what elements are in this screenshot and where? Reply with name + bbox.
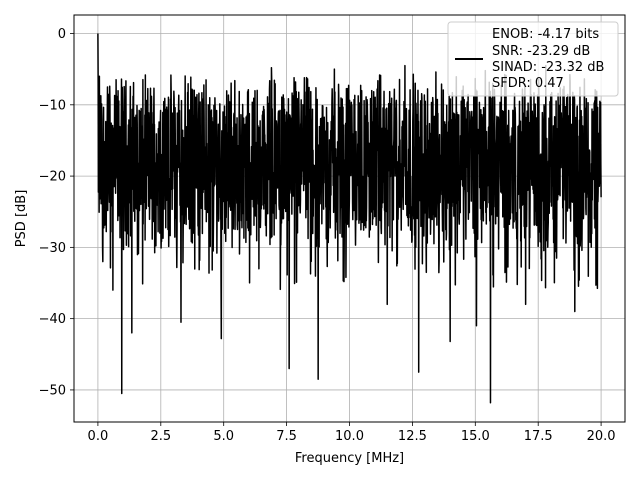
x-tick-label: 0.0 [88,429,109,444]
legend-label-sinad: SINAD: -23.32 dB [492,60,604,75]
y-tick-label: −10 [39,98,66,113]
x-tick-label: 2.5 [150,429,171,444]
y-tick-label: 0 [58,27,66,42]
legend-label-enob: ENOB: -4.17 bits [492,27,599,42]
x-tick-label: 7.5 [276,429,297,444]
series-layer [97,33,602,404]
y-axis-ticks: 0 −10 −20 −30 −40 −50 [39,27,74,398]
legend-box [447,21,619,97]
x-axis-ticks: 0.0 2.5 5.0 7.5 10.0 12.5 15.0 17.5 20.0 [88,422,616,444]
y-tick-label: −20 [39,170,66,185]
x-tick-label: 12.5 [398,429,427,444]
y-tick-label: −30 [39,241,66,256]
legend-label-sfdr: SFDR: 0.47 [492,76,564,91]
x-tick-label: 5.0 [213,429,234,444]
y-tick-label: −40 [39,312,66,327]
x-tick-label: 17.5 [524,429,553,444]
x-tick-label: 15.0 [461,429,490,444]
y-tick-label: −50 [39,383,66,398]
x-tick-label: 20.0 [587,429,616,444]
legend-label-snr: SNR: -23.29 dB [492,44,590,59]
legend: ENOB: -4.17 bits SNR: -23.29 dB SINAD: -… [447,21,619,97]
x-axis-label: Frequency [MHz] [295,451,404,466]
y-axis-label: PSD [dB] [14,190,29,248]
psd-series-line [97,33,602,404]
x-tick-label: 10.0 [335,429,364,444]
